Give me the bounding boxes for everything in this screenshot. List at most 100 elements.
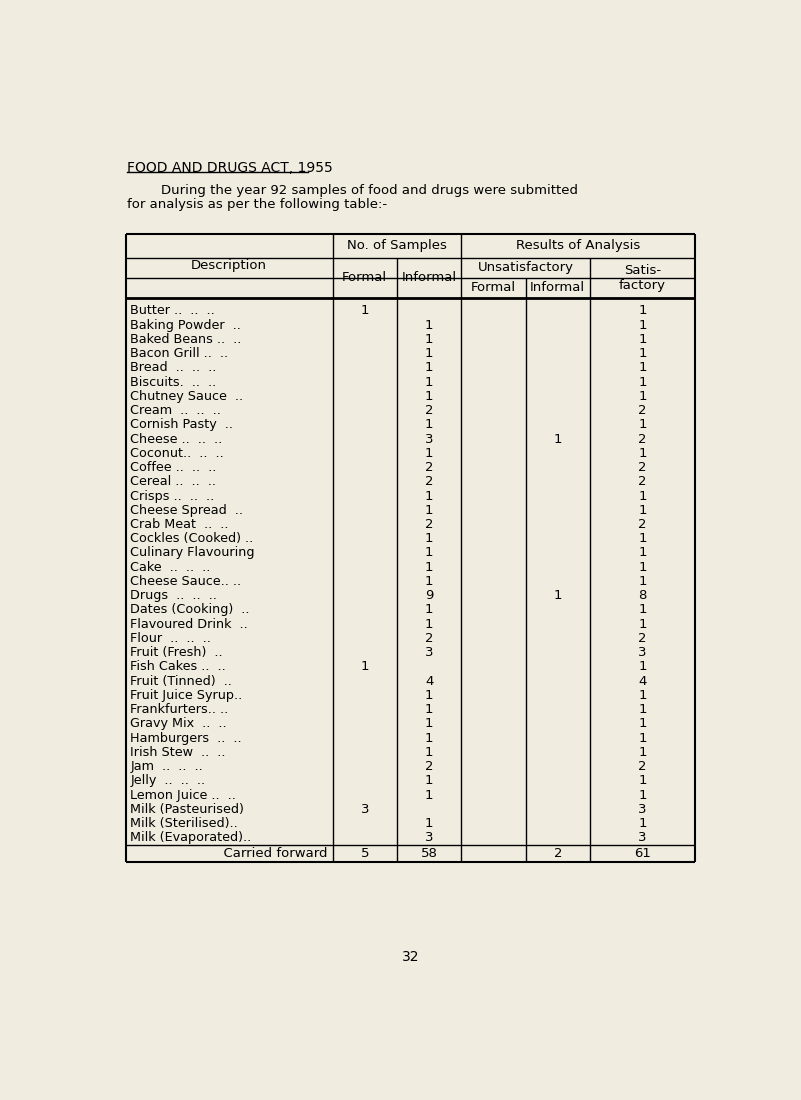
- Text: 2: 2: [638, 518, 647, 531]
- Text: 1: 1: [425, 774, 433, 788]
- Text: 32: 32: [402, 950, 420, 965]
- Text: 1: 1: [360, 660, 369, 673]
- Text: 1: 1: [638, 703, 647, 716]
- Text: 1: 1: [425, 348, 433, 360]
- Text: 1: 1: [360, 305, 369, 317]
- Text: During the year 92 samples of food and drugs were submitted: During the year 92 samples of food and d…: [127, 185, 578, 197]
- Text: 2: 2: [425, 518, 433, 531]
- Text: 1: 1: [638, 561, 647, 574]
- Text: FOOD AND DRUGS ACT, 1955: FOOD AND DRUGS ACT, 1955: [127, 162, 333, 175]
- Text: 2: 2: [638, 461, 647, 474]
- Text: Fruit Juice Syrup..: Fruit Juice Syrup..: [131, 689, 243, 702]
- Text: 1: 1: [638, 660, 647, 673]
- Text: 1: 1: [638, 717, 647, 730]
- Text: 1: 1: [425, 746, 433, 759]
- Text: Fruit (Tinned)  ..: Fruit (Tinned) ..: [131, 674, 232, 688]
- Text: Cockles (Cooked) ..: Cockles (Cooked) ..: [131, 532, 254, 546]
- Text: 1: 1: [638, 418, 647, 431]
- Text: Biscuits.  ..  ..: Biscuits. .. ..: [131, 375, 216, 388]
- Text: Hamburgers  ..  ..: Hamburgers .. ..: [131, 732, 242, 745]
- Text: 1: 1: [638, 689, 647, 702]
- Text: 3: 3: [638, 832, 647, 845]
- Text: 1: 1: [425, 490, 433, 503]
- Text: 1: 1: [638, 305, 647, 317]
- Text: 2: 2: [638, 432, 647, 446]
- Text: Bacon Grill ..  ..: Bacon Grill .. ..: [131, 348, 228, 360]
- Text: Formal: Formal: [471, 280, 516, 294]
- Text: Jam  ..  ..  ..: Jam .. .. ..: [131, 760, 203, 773]
- Text: 1: 1: [638, 375, 647, 388]
- Text: 1: 1: [425, 418, 433, 431]
- Text: 1: 1: [638, 547, 647, 560]
- Text: 1: 1: [638, 618, 647, 630]
- Text: Milk (Evaporated)..: Milk (Evaporated)..: [131, 832, 252, 845]
- Text: 1: 1: [425, 333, 433, 345]
- Text: 1: 1: [425, 604, 433, 616]
- Text: 1: 1: [425, 361, 433, 374]
- Text: 1: 1: [425, 703, 433, 716]
- Text: 1: 1: [638, 389, 647, 403]
- Text: 1: 1: [638, 361, 647, 374]
- Text: 2: 2: [553, 847, 562, 860]
- Text: 1: 1: [425, 817, 433, 830]
- Text: 2: 2: [425, 632, 433, 645]
- Text: 1: 1: [638, 319, 647, 331]
- Text: Flavoured Drink  ..: Flavoured Drink ..: [131, 618, 248, 630]
- Text: No. of Samples: No. of Samples: [347, 240, 447, 253]
- Text: Frankfurters.. ..: Frankfurters.. ..: [131, 703, 228, 716]
- Text: Cheese Sauce.. ..: Cheese Sauce.. ..: [131, 575, 241, 589]
- Text: Crisps ..  ..  ..: Crisps .. .. ..: [131, 490, 215, 503]
- Text: 3: 3: [425, 432, 433, 446]
- Text: 1: 1: [425, 447, 433, 460]
- Text: Informal: Informal: [401, 271, 457, 284]
- Text: 1: 1: [638, 532, 647, 546]
- Text: 1: 1: [553, 432, 562, 446]
- Text: 3: 3: [425, 832, 433, 845]
- Text: Coconut..  ..  ..: Coconut.. .. ..: [131, 447, 224, 460]
- Text: Milk (Sterilised)..: Milk (Sterilised)..: [131, 817, 238, 830]
- Text: 2: 2: [425, 475, 433, 488]
- Text: 2: 2: [638, 404, 647, 417]
- Text: 2: 2: [638, 475, 647, 488]
- Text: Culinary Flavouring: Culinary Flavouring: [131, 547, 255, 560]
- Text: Crab Meat  ..  ..: Crab Meat .. ..: [131, 518, 229, 531]
- Text: Cheese Spread  ..: Cheese Spread ..: [131, 504, 244, 517]
- Text: 1: 1: [425, 717, 433, 730]
- Text: 2: 2: [425, 760, 433, 773]
- Text: Irish Stew  ..  ..: Irish Stew .. ..: [131, 746, 226, 759]
- Text: Jelly  ..  ..  ..: Jelly .. .. ..: [131, 774, 206, 788]
- Text: Dates (Cooking)  ..: Dates (Cooking) ..: [131, 604, 250, 616]
- Text: 4: 4: [638, 674, 647, 688]
- Text: 2: 2: [425, 461, 433, 474]
- Text: Chutney Sauce  ..: Chutney Sauce ..: [131, 389, 244, 403]
- Text: 1: 1: [425, 618, 433, 630]
- Text: 61: 61: [634, 847, 651, 860]
- Text: 8: 8: [638, 590, 647, 602]
- Text: Baked Beans ..  ..: Baked Beans .. ..: [131, 333, 242, 345]
- Text: 1: 1: [425, 575, 433, 589]
- Text: 1: 1: [425, 389, 433, 403]
- Text: 4: 4: [425, 674, 433, 688]
- Text: 3: 3: [360, 803, 369, 816]
- Text: 1: 1: [553, 590, 562, 602]
- Text: 1: 1: [425, 504, 433, 517]
- Text: 1: 1: [638, 732, 647, 745]
- Text: Coffee ..  ..  ..: Coffee .. .. ..: [131, 461, 217, 474]
- Text: 1: 1: [425, 561, 433, 574]
- Text: 1: 1: [638, 348, 647, 360]
- Text: Gravy Mix  ..  ..: Gravy Mix .. ..: [131, 717, 227, 730]
- Text: Informal: Informal: [530, 280, 586, 294]
- Text: 2: 2: [638, 760, 647, 773]
- Text: Carried forward: Carried forward: [215, 847, 328, 860]
- Text: 3: 3: [638, 803, 647, 816]
- Text: Cream  ..  ..  ..: Cream .. .. ..: [131, 404, 221, 417]
- Text: 1: 1: [638, 746, 647, 759]
- Text: 1: 1: [638, 817, 647, 830]
- Text: for analysis as per the following table:-: for analysis as per the following table:…: [127, 198, 388, 211]
- Text: Formal: Formal: [342, 271, 388, 284]
- Text: Cake  ..  ..  ..: Cake .. .. ..: [131, 561, 211, 574]
- Text: Fish Cakes ..  ..: Fish Cakes .. ..: [131, 660, 226, 673]
- Text: Results of Analysis: Results of Analysis: [516, 240, 641, 253]
- Text: Fruit (Fresh)  ..: Fruit (Fresh) ..: [131, 646, 223, 659]
- Text: Flour  ..  ..  ..: Flour .. .. ..: [131, 632, 211, 645]
